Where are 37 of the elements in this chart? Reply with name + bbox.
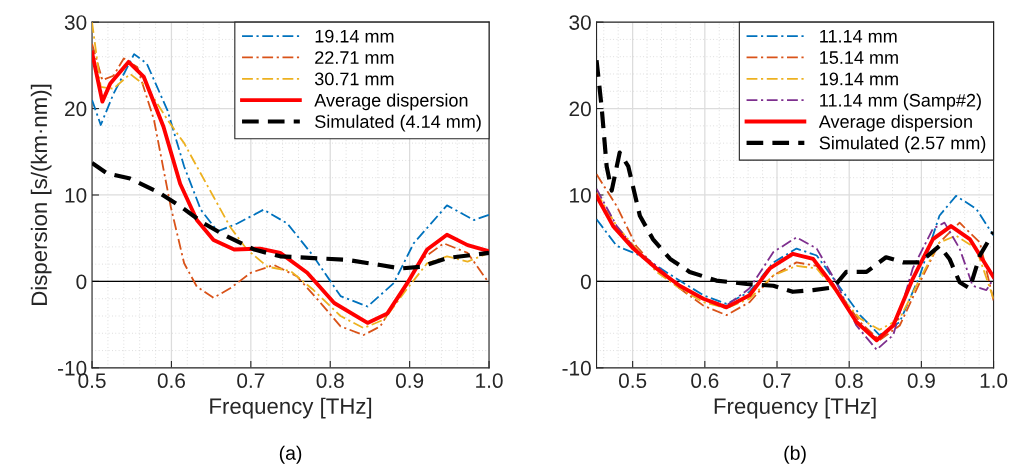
y-tick-label: 20 xyxy=(65,101,87,117)
x-tick-label: 0.8 xyxy=(835,373,863,389)
x-tick-label: 0.9 xyxy=(395,373,424,389)
x-tick-label: 0.5 xyxy=(618,373,647,389)
line-series xyxy=(92,160,490,271)
y-tick-label: 20 xyxy=(569,101,591,117)
y-axis-title: Dispersion [s/(km·nm)] xyxy=(30,84,52,305)
legend-label: Simulated (2.57 mm) xyxy=(819,136,986,153)
legend-label: 11.14 mm xyxy=(820,30,897,43)
x-tick-label: 0.7 xyxy=(763,373,791,389)
y-tick-label: 10 xyxy=(65,188,87,203)
legend-label: 15.14 mm xyxy=(820,51,898,64)
x-tick-label: 1.0 xyxy=(476,373,503,389)
x-tick-label: 0.7 xyxy=(237,373,265,389)
x-tick-label: 0.8 xyxy=(316,373,344,389)
y-tick-label: 10 xyxy=(570,188,591,203)
y-tick-label: 30 xyxy=(64,15,87,30)
legend-label: 30.71 mm xyxy=(314,72,394,86)
y-tick-label: 30 xyxy=(569,15,591,30)
legend-label: 22.71 mm xyxy=(315,51,394,64)
y-tick-label: 0 xyxy=(76,274,87,290)
legend-label: 19.14 mm xyxy=(820,72,898,86)
legend-label: 11.14 mm (Samp#2) xyxy=(820,93,981,111)
y-tick-label: -10 xyxy=(562,360,591,376)
x-tick-label: 0.6 xyxy=(157,373,185,389)
x-tick-label: 1.0 xyxy=(980,373,1008,389)
text: (b) xyxy=(784,445,806,464)
y-tick-label: 0 xyxy=(580,274,591,290)
x-tick-label: 0.9 xyxy=(907,373,935,389)
x-axis-title: Frequency [THz] xyxy=(714,397,876,419)
legend-label: Simulated (4.14 mm) xyxy=(315,114,481,132)
x-axis-title: Frequency [THz] xyxy=(210,397,372,419)
legend-label: Average dispersion xyxy=(818,114,972,132)
legend-label: Average dispersion xyxy=(314,93,468,111)
x-tick-label: 0.6 xyxy=(691,373,719,389)
text: (a) xyxy=(279,445,302,464)
legend-label: 19.14 mm xyxy=(315,29,394,43)
